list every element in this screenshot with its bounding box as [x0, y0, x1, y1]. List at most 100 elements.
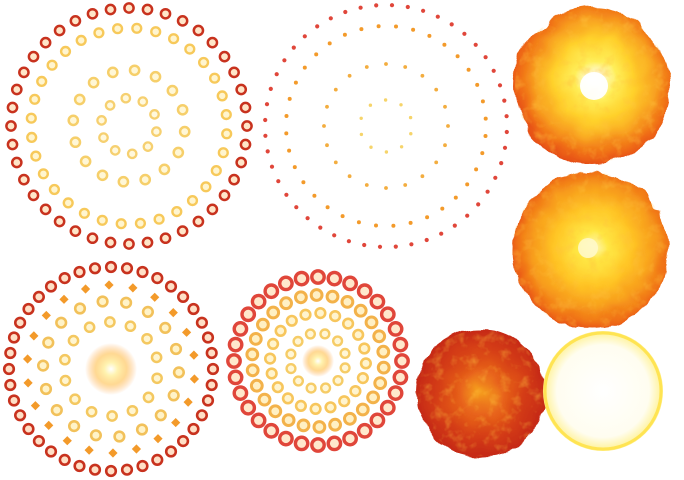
particle-dot — [73, 302, 87, 315]
particle-dot — [266, 305, 281, 320]
particle-diamond — [59, 294, 69, 304]
particle-dot — [329, 310, 342, 323]
particle-spark — [368, 103, 373, 107]
particle-spark — [443, 143, 447, 148]
particle-dot — [239, 101, 252, 114]
particle-dot — [44, 445, 58, 458]
particle-dot — [245, 363, 260, 378]
particle-spark — [358, 5, 363, 10]
particle-spark — [483, 55, 488, 60]
particle-dot — [10, 156, 23, 169]
particle-dot — [176, 103, 189, 116]
particle-dot — [58, 453, 71, 467]
particle-dot — [177, 435, 190, 448]
particle-dot — [150, 26, 162, 38]
particle-dot — [53, 215, 66, 228]
particle-dot — [123, 238, 135, 250]
particle-diamond — [80, 284, 91, 294]
particle-dot — [59, 45, 72, 58]
particle-dot — [240, 399, 257, 416]
particle-dot — [22, 422, 35, 436]
particle-spark — [314, 52, 319, 57]
particle-spark — [359, 132, 364, 137]
particle-spark — [284, 131, 289, 136]
particle-spark — [409, 242, 414, 247]
particle-dot — [268, 404, 283, 419]
ring-burst-sprite-2 — [2, 260, 220, 478]
particle-spark — [377, 244, 383, 249]
particle-dot — [141, 236, 154, 249]
particle-spark — [421, 8, 426, 13]
particle-dot — [137, 96, 149, 107]
particle-spark — [475, 82, 480, 87]
particle-dot — [69, 225, 82, 237]
particle-dot — [263, 422, 280, 439]
particle-dot — [299, 308, 312, 321]
particle-dot — [186, 195, 199, 207]
particle-spark — [268, 86, 273, 91]
particle-dot — [79, 155, 92, 168]
particle-dot — [309, 402, 322, 416]
particle-diamond — [150, 292, 160, 302]
particle-spark — [305, 216, 310, 221]
particle-dot — [67, 420, 81, 433]
particle-diamond — [153, 434, 163, 444]
particle-spark — [332, 233, 337, 238]
particle-dot — [325, 289, 340, 304]
particle-dot — [239, 138, 252, 151]
particle-dot — [376, 344, 391, 359]
particle-dot — [359, 357, 373, 370]
particle-spark — [491, 68, 496, 73]
particle-dot — [22, 302, 35, 316]
particle-dot — [5, 120, 17, 132]
particle-spark — [284, 192, 289, 197]
glow-core — [85, 343, 137, 395]
particle-dot — [151, 372, 163, 385]
particle-diamond — [30, 401, 40, 411]
particle-spark — [384, 62, 388, 66]
particle-dot — [394, 353, 410, 369]
particle-dot — [209, 72, 221, 84]
particle-dot — [151, 453, 164, 467]
particle-dot — [245, 347, 260, 362]
particle-dot — [235, 156, 248, 169]
particle-spark — [399, 145, 404, 149]
particle-spark — [343, 9, 348, 15]
particle-dot — [25, 112, 37, 124]
particle-dot — [264, 352, 277, 365]
particle-dot — [83, 321, 96, 334]
particle-dot — [292, 335, 304, 348]
particle-dot — [59, 353, 71, 366]
particle-diamond — [128, 283, 138, 293]
particle-dot — [151, 272, 164, 285]
particle-dot — [320, 382, 332, 394]
particle-dot — [293, 435, 310, 452]
particle-dot — [277, 275, 294, 292]
particle-dot — [376, 360, 391, 375]
particle-spark — [328, 16, 333, 21]
particle-spark — [359, 116, 363, 121]
particle-spark — [443, 104, 447, 109]
particle-dot — [7, 394, 21, 407]
fireball-sprite-1 — [514, 8, 670, 164]
particle-diamond — [189, 374, 199, 384]
particle-diamond — [168, 308, 178, 318]
ring-burst-sprite-1 — [5, 2, 253, 250]
particle-dot — [166, 84, 179, 97]
fireball-sprite-4 — [543, 331, 663, 451]
particle-dot — [221, 128, 233, 140]
particle-diamond — [44, 420, 54, 430]
particle-dot — [120, 262, 134, 275]
particle-dot — [39, 36, 52, 49]
glow-core — [302, 345, 334, 377]
particle-dot — [326, 435, 343, 452]
particle-dot — [36, 75, 48, 88]
particle-spark — [364, 183, 369, 187]
particle-dot — [217, 147, 229, 159]
particle-dot — [358, 342, 371, 355]
particle-dot — [142, 391, 155, 404]
particle-spark — [333, 160, 338, 165]
particle-spark — [405, 4, 410, 10]
particle-spark — [376, 24, 381, 29]
particle-spark — [462, 31, 467, 36]
